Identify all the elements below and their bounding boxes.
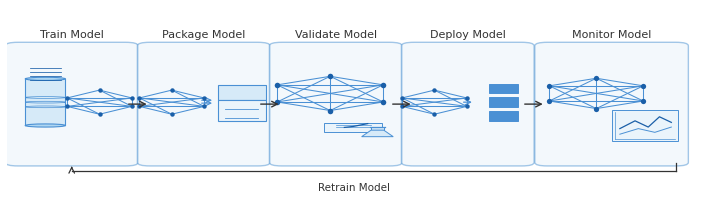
- Bar: [25, 79, 65, 125]
- Polygon shape: [218, 85, 266, 100]
- FancyBboxPatch shape: [612, 110, 678, 141]
- Text: Monitor Model: Monitor Model: [572, 30, 652, 40]
- Text: Train Model: Train Model: [40, 30, 104, 40]
- FancyBboxPatch shape: [138, 42, 270, 166]
- Ellipse shape: [25, 124, 65, 127]
- Polygon shape: [218, 100, 266, 121]
- FancyBboxPatch shape: [269, 42, 402, 166]
- Text: Deploy Model: Deploy Model: [430, 30, 506, 40]
- FancyBboxPatch shape: [489, 97, 518, 107]
- FancyBboxPatch shape: [489, 111, 518, 121]
- FancyBboxPatch shape: [489, 84, 518, 93]
- FancyBboxPatch shape: [371, 127, 384, 130]
- FancyBboxPatch shape: [6, 42, 138, 166]
- Text: Retrain Model: Retrain Model: [318, 183, 391, 193]
- FancyBboxPatch shape: [401, 42, 534, 166]
- Text: Package Model: Package Model: [162, 30, 245, 40]
- Polygon shape: [362, 130, 393, 137]
- Text: Validate Model: Validate Model: [295, 30, 376, 40]
- Ellipse shape: [25, 77, 65, 80]
- FancyBboxPatch shape: [535, 42, 688, 166]
- FancyBboxPatch shape: [324, 123, 382, 132]
